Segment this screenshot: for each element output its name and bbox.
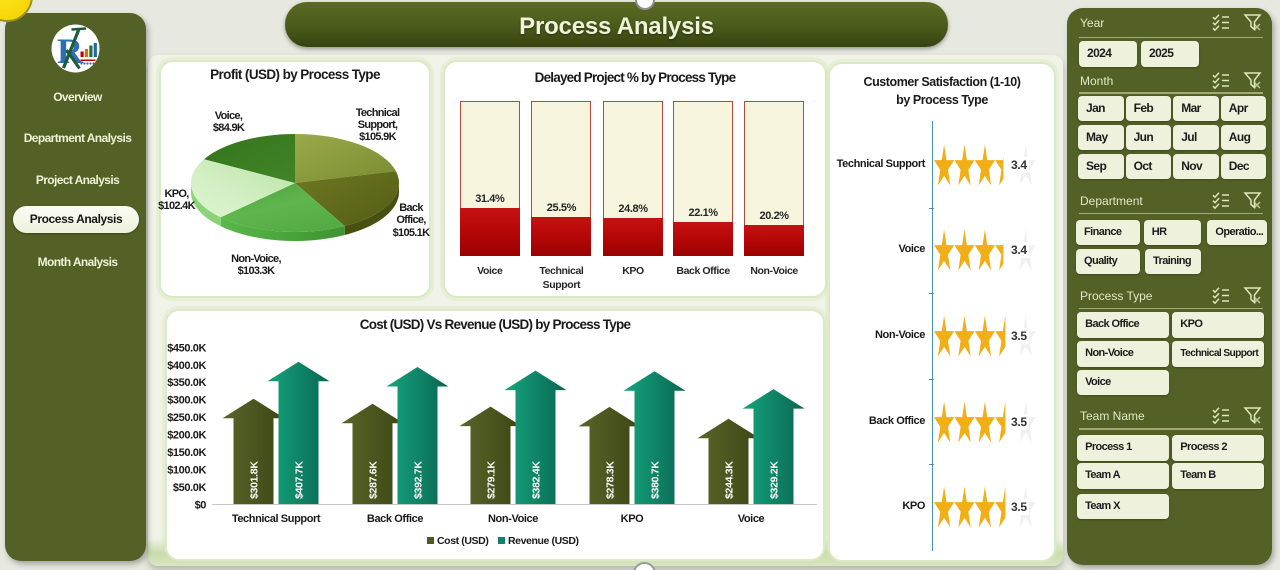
svg-text:$150.0K: $150.0K xyxy=(167,447,206,459)
svg-text:$382.4K: $382.4K xyxy=(531,461,543,499)
svg-text:$400.0K: $400.0K xyxy=(167,360,206,372)
svg-text:$392.7K: $392.7K xyxy=(413,461,425,499)
svg-text:$0: $0 xyxy=(195,499,207,511)
svg-text:Technical Support: Technical Support xyxy=(232,513,321,525)
svg-text:$278.3K: $278.3K xyxy=(605,461,617,499)
svg-text:$301.8K: $301.8K xyxy=(249,461,261,499)
svg-text:$350.0K: $350.0K xyxy=(167,377,206,389)
svg-text:Voice: Voice xyxy=(738,513,765,525)
svg-text:Back Office: Back Office xyxy=(367,513,423,525)
svg-text:$380.7K: $380.7K xyxy=(650,461,662,499)
svg-text:$329.2K: $329.2K xyxy=(769,461,781,499)
svg-text:$287.6K: $287.6K xyxy=(368,461,380,499)
svg-text:$250.0K: $250.0K xyxy=(167,412,206,424)
svg-text:$100.0K: $100.0K xyxy=(167,464,206,476)
svg-text:Cost (USD): Cost (USD) xyxy=(437,535,488,547)
svg-text:$200.0K: $200.0K xyxy=(167,430,206,442)
svg-text:$300.0K: $300.0K xyxy=(167,395,206,407)
svg-text:$50.0K: $50.0K xyxy=(173,482,207,494)
svg-text:KPO: KPO xyxy=(621,513,644,525)
svg-text:Revenue (USD): Revenue (USD) xyxy=(508,535,579,547)
svg-text:Non-Voice: Non-Voice xyxy=(488,513,538,525)
svg-text:$279.1K: $279.1K xyxy=(486,461,498,499)
svg-text:$450.0K: $450.0K xyxy=(167,342,206,354)
svg-text:$244.3K: $244.3K xyxy=(724,461,736,499)
svg-text:$407.7K: $407.7K xyxy=(294,461,306,499)
